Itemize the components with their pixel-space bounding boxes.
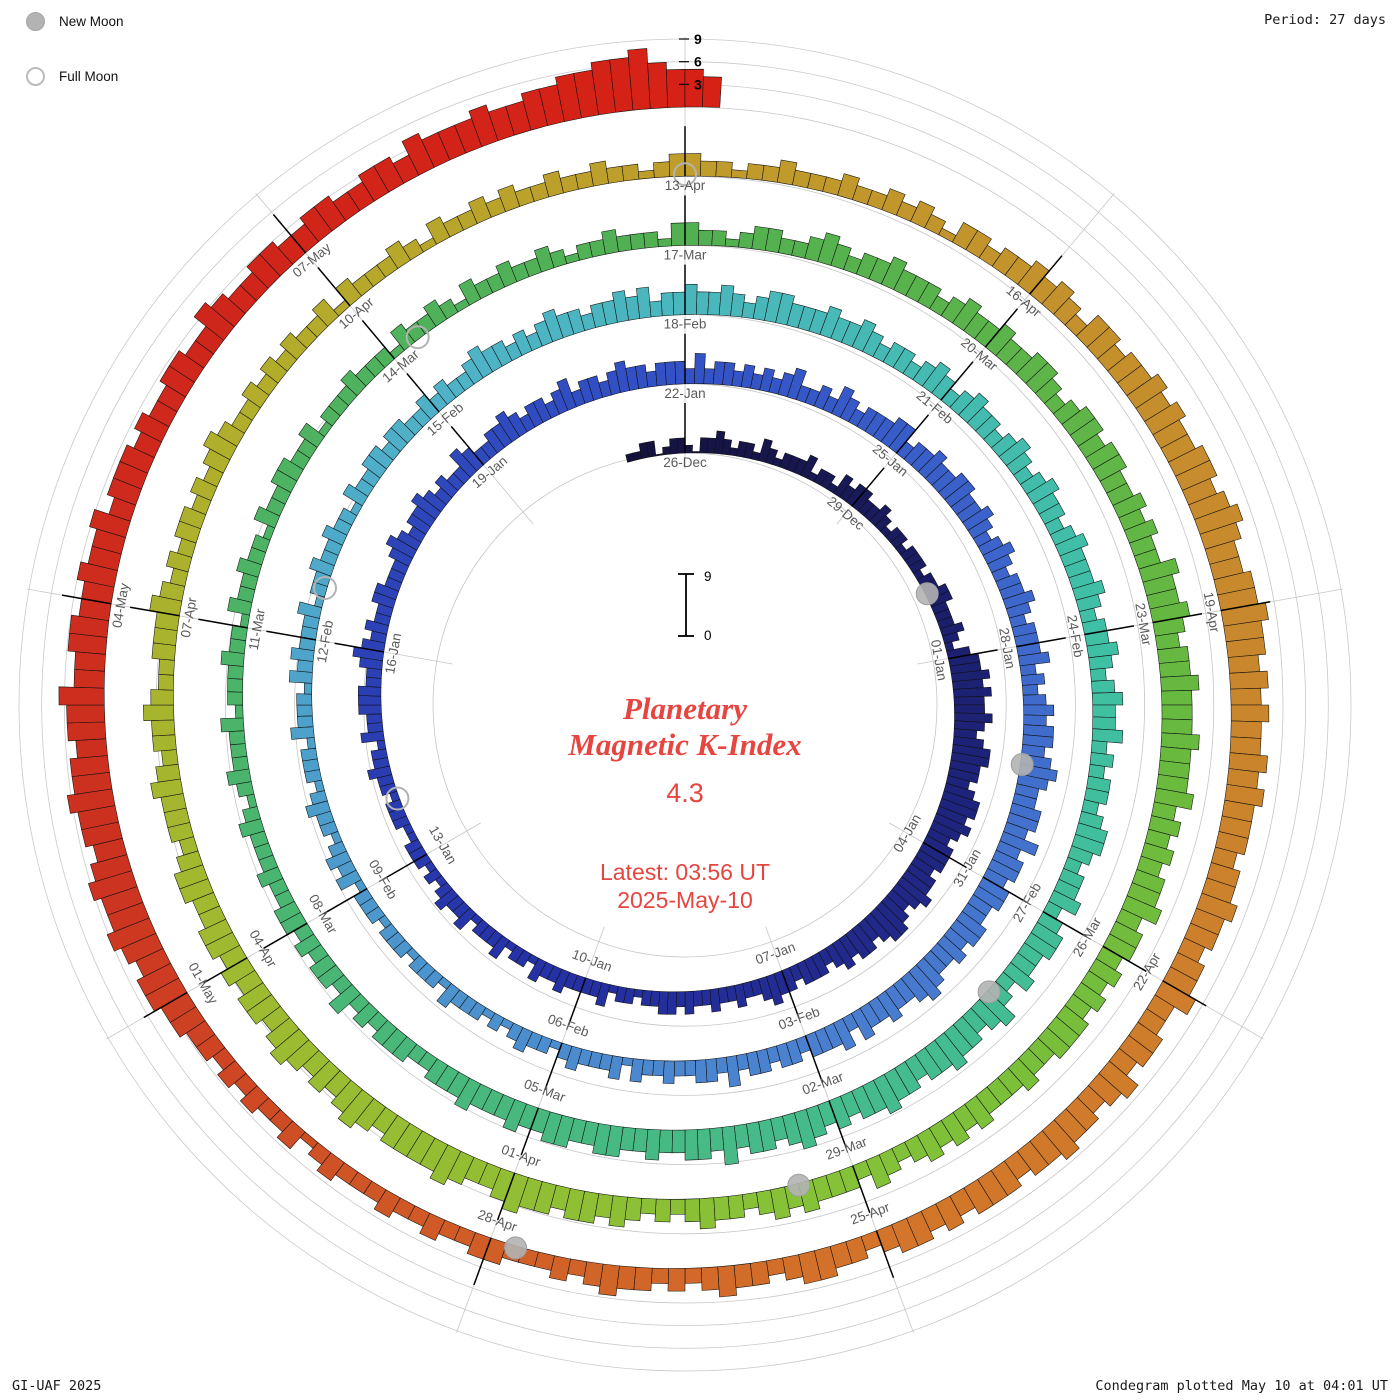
svg-text:04-Apr: 04-Apr: [246, 927, 280, 970]
svg-text:11-Mar: 11-Mar: [246, 607, 268, 651]
svg-text:12-Feb: 12-Feb: [314, 619, 336, 664]
chart-title: Planetary Magnetic K-Index: [568, 691, 801, 763]
plotted-label: Condegram plotted May 10 at 04:01 UT: [1095, 1378, 1388, 1394]
svg-text:17-Mar: 17-Mar: [664, 247, 707, 262]
svg-text:0: 0: [704, 628, 712, 643]
latest-date: 2025-May-10: [617, 887, 753, 913]
moon-legend: New Moon Full Moon: [26, 12, 124, 122]
new-moon-marker: [787, 1173, 811, 1197]
svg-text:04-Jan: 04-Jan: [890, 812, 924, 855]
svg-text:9: 9: [704, 569, 712, 584]
full-moon-marker: [673, 162, 697, 187]
svg-text:02-Mar: 02-Mar: [800, 1069, 846, 1098]
svg-text:28-Jan: 28-Jan: [996, 627, 1018, 670]
new-moon-icon: [26, 12, 45, 31]
svg-text:3: 3: [694, 76, 702, 92]
svg-text:03-Feb: 03-Feb: [776, 1004, 821, 1033]
svg-text:9: 9: [694, 31, 702, 47]
svg-text:06-Feb: 06-Feb: [546, 1011, 591, 1040]
svg-text:01-Apr: 01-Apr: [499, 1142, 543, 1170]
full-moon-icon: [26, 67, 45, 86]
k-scale-glyph: 90: [678, 569, 712, 643]
axis-tick-labels: 3 6 9: [679, 31, 702, 92]
svg-text:26-Dec: 26-Dec: [663, 455, 707, 470]
full-moon-marker: [313, 576, 337, 600]
full-moon-label: Full Moon: [59, 69, 119, 84]
svg-text:10-Jan: 10-Jan: [570, 946, 614, 974]
full-moon-marker: [385, 786, 410, 811]
svg-text:29-Mar: 29-Mar: [824, 1134, 870, 1163]
chart-title-line1: Planetary: [623, 691, 747, 726]
legend-new-moon: New Moon: [26, 12, 124, 31]
svg-text:13-Apr: 13-Apr: [665, 178, 706, 193]
period-label: Period: 27 days: [1264, 12, 1386, 28]
svg-text:22-Jan: 22-Jan: [664, 386, 705, 401]
svg-text:24-Feb: 24-Feb: [1064, 614, 1086, 659]
moon-markers: [313, 162, 1034, 1260]
new-moon-marker: [977, 980, 1001, 1004]
svg-text:23-Mar: 23-Mar: [1132, 602, 1154, 647]
new-moon-label: New Moon: [59, 14, 124, 29]
new-moon-marker: [1010, 753, 1034, 776]
new-moon-marker: [915, 582, 939, 606]
full-moon-marker: [405, 325, 430, 350]
svg-text:05-Mar: 05-Mar: [522, 1076, 568, 1105]
chart-title-line2: Magnetic K-Index: [568, 727, 802, 762]
svg-text:01-Jan: 01-Jan: [928, 639, 950, 682]
svg-text:18-Feb: 18-Feb: [664, 317, 707, 332]
svg-text:19-Apr: 19-Apr: [1201, 591, 1223, 634]
latest-update: Latest: 03:56 UT 2025-May-10: [600, 858, 770, 914]
svg-text:25-Apr: 25-Apr: [848, 1199, 892, 1227]
k-index-bars: [58, 48, 1270, 1298]
svg-text:07-Jan: 07-Jan: [753, 939, 797, 967]
legend-full-moon: Full Moon: [26, 67, 124, 86]
svg-text:16-Jan: 16-Jan: [382, 632, 404, 675]
svg-text:22-Apr: 22-Apr: [1130, 950, 1164, 993]
svg-text:27-Feb: 27-Feb: [1010, 880, 1044, 925]
current-k-value: 4.3: [666, 778, 704, 808]
day-ticks: [61, 126, 1271, 1286]
latest-time: Latest: 03:56 UT: [599, 859, 771, 885]
svg-text:13-Jan: 13-Jan: [426, 823, 460, 866]
new-moon-marker: [504, 1236, 528, 1260]
svg-text:31-Jan: 31-Jan: [950, 846, 984, 889]
credit-label: GI-UAF 2025: [12, 1378, 102, 1394]
svg-text:07-Apr: 07-Apr: [178, 596, 200, 639]
svg-text:6: 6: [694, 54, 702, 70]
